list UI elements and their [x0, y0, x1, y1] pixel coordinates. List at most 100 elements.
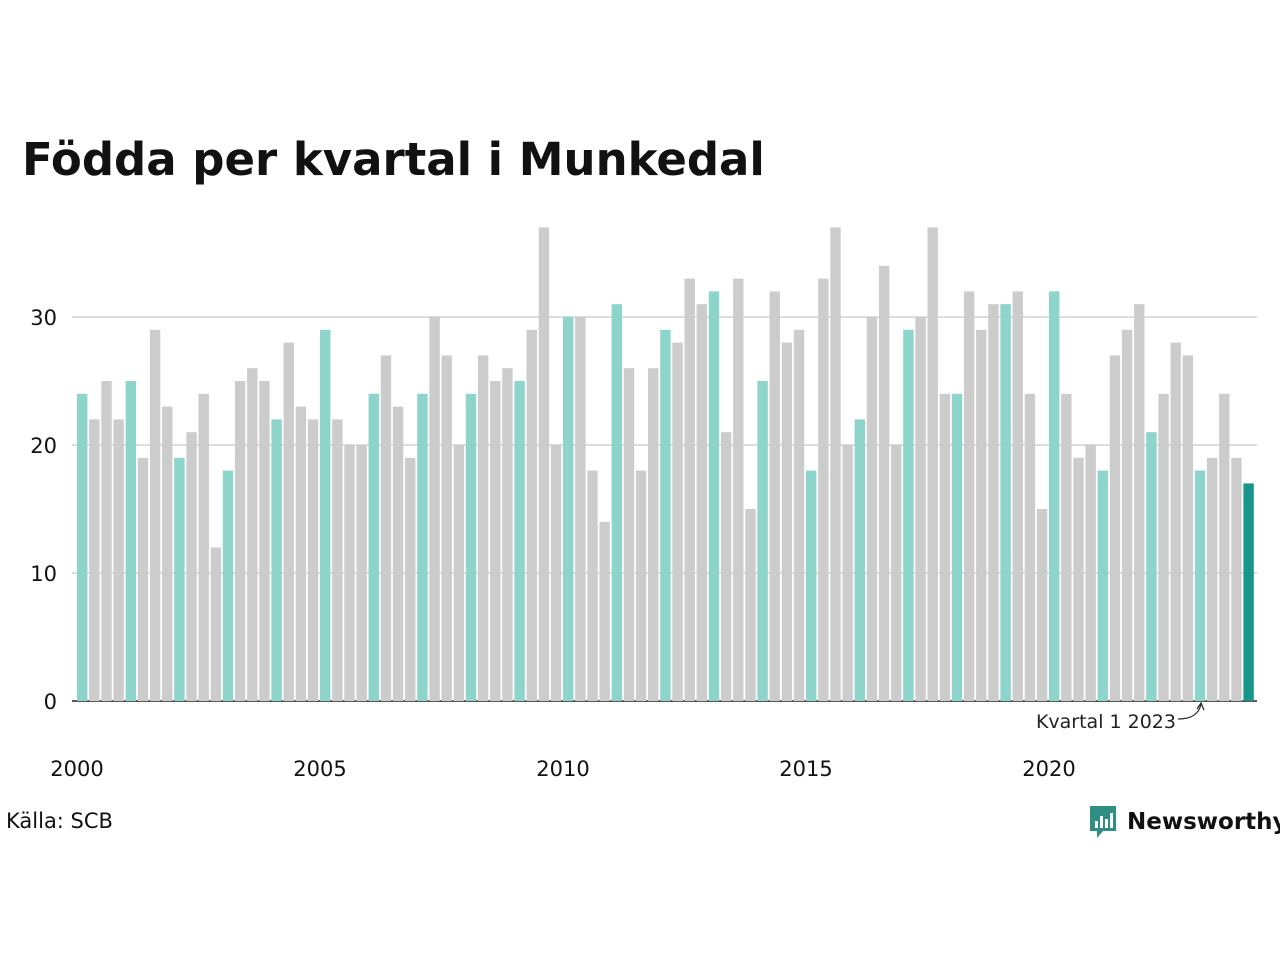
bar — [1231, 457, 1242, 701]
bar — [684, 278, 695, 701]
bar — [1194, 470, 1206, 701]
bar — [1109, 355, 1121, 701]
bar — [417, 393, 428, 701]
bar — [635, 470, 647, 701]
bar — [891, 445, 902, 701]
bar — [1085, 445, 1096, 701]
bar — [392, 406, 404, 701]
annotation-arrow — [1177, 703, 1202, 720]
annotation: Kvartal 1 2023 — [1036, 701, 1205, 733]
bar — [210, 547, 222, 701]
bar — [125, 381, 136, 701]
bar — [563, 317, 574, 701]
bar — [465, 393, 477, 701]
bar — [866, 317, 878, 701]
bar — [660, 329, 671, 701]
bar — [623, 368, 635, 701]
x-tick-label: 2000 — [50, 757, 103, 781]
bar — [526, 329, 537, 701]
bar — [283, 342, 294, 701]
bar — [453, 445, 465, 701]
bar — [939, 393, 951, 701]
bar-chart: 0 10 20 30 2000 2005 2010 2015 2020 Kvartal 1 2… — [30, 227, 1257, 781]
bar — [1170, 342, 1181, 701]
bar — [137, 457, 149, 701]
bar — [271, 419, 282, 701]
bar — [830, 227, 841, 701]
bar — [988, 304, 999, 701]
bar — [648, 368, 659, 701]
bar — [1146, 432, 1157, 701]
bar — [575, 317, 586, 701]
x-tick-label: 2005 — [293, 757, 346, 781]
bar — [696, 304, 708, 701]
chart-title: Födda per kvartal i Munkedal — [22, 133, 765, 186]
y-axis-ticks: 0 10 20 30 — [30, 306, 57, 714]
bar — [1049, 291, 1060, 701]
y-tick-label: 30 — [30, 306, 57, 330]
bar — [101, 381, 112, 701]
bar — [1097, 470, 1108, 701]
x-axis-ticks: 2000 2005 2010 2015 2020 — [50, 757, 1075, 781]
bar — [793, 329, 805, 701]
brand-logo: Newsworthy — [1088, 804, 1280, 840]
bar — [587, 470, 598, 701]
bar — [380, 355, 392, 701]
bar — [963, 291, 975, 701]
bar — [745, 509, 756, 701]
bar — [708, 291, 720, 701]
bar — [1024, 393, 1036, 701]
bar — [769, 291, 780, 701]
bar — [599, 521, 610, 701]
bar — [1182, 355, 1194, 701]
bar — [611, 304, 622, 701]
bar — [1206, 457, 1218, 701]
y-tick-label: 20 — [30, 434, 57, 458]
bar — [806, 470, 817, 701]
bar — [356, 445, 367, 701]
bar — [733, 278, 744, 701]
bar — [903, 329, 914, 701]
bar — [781, 342, 793, 701]
bar — [1219, 393, 1230, 701]
bars — [77, 227, 1254, 701]
bar — [149, 329, 161, 701]
bar — [720, 432, 732, 701]
brand-name: Newsworthy — [1127, 809, 1280, 835]
bar — [915, 317, 926, 701]
bar — [951, 393, 963, 701]
bar — [259, 381, 270, 701]
bar — [113, 419, 124, 701]
x-tick-label: 2015 — [779, 757, 832, 781]
bar — [842, 445, 853, 701]
bar — [757, 381, 768, 701]
bar — [1036, 509, 1048, 701]
source-note: Källa: SCB — [6, 809, 113, 833]
bar — [344, 445, 355, 701]
bar — [878, 265, 890, 701]
bar — [429, 317, 440, 701]
bar — [368, 393, 379, 701]
bar — [538, 227, 550, 701]
bar — [1134, 304, 1145, 701]
bar — [405, 457, 416, 701]
bar — [174, 457, 185, 701]
bar — [514, 381, 525, 701]
bar — [295, 406, 307, 701]
bar — [77, 393, 88, 701]
bar — [234, 381, 246, 701]
annotation-label: Kvartal 1 2023 — [1036, 711, 1176, 733]
bar — [162, 406, 173, 701]
bar — [332, 419, 343, 701]
bar — [320, 329, 331, 701]
newsworthy-logo-icon — [1090, 806, 1116, 838]
bar — [976, 329, 987, 701]
bar — [502, 368, 513, 701]
y-tick-label: 0 — [44, 690, 57, 714]
bar — [1243, 483, 1254, 701]
y-tick-label: 10 — [30, 562, 57, 586]
bar — [927, 227, 938, 701]
bar — [854, 419, 865, 701]
x-tick-label: 2010 — [536, 757, 589, 781]
bar — [186, 432, 197, 701]
